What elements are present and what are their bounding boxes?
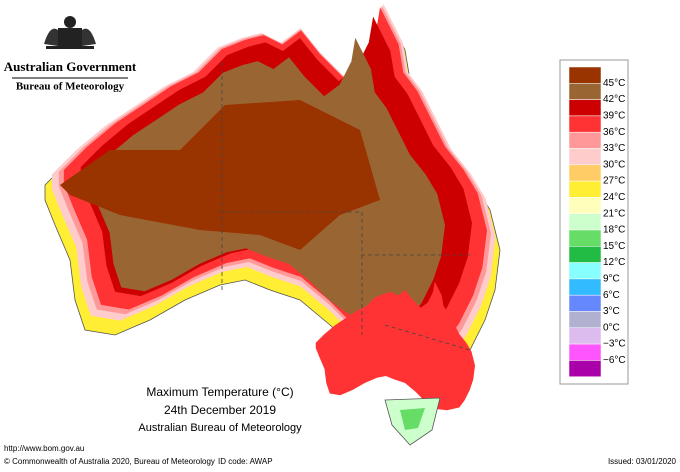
legend-label: 45°C — [603, 78, 625, 89]
legend-swatch — [568, 66, 602, 84]
caption-date: 24th December 2019 — [164, 403, 276, 417]
legend-swatch — [568, 246, 602, 263]
legend-swatch — [568, 197, 602, 214]
footer-copyright: © Commonwealth of Australia 2020, Bureau… — [4, 457, 215, 466]
legend-label: 9°C — [603, 274, 620, 285]
legend-swatch — [568, 294, 602, 312]
legend-label: 27°C — [603, 176, 625, 187]
legend-label: 39°C — [603, 111, 625, 122]
legend-swatch — [568, 311, 602, 329]
legend-label: 18°C — [603, 225, 625, 236]
legend-label: 42°C — [603, 94, 625, 105]
legend-swatch — [568, 343, 602, 361]
legend-swatch — [568, 99, 602, 117]
crest — [44, 16, 96, 49]
footer-url: http://www.bom.gov.au — [4, 444, 84, 453]
legend-label: 36°C — [603, 127, 625, 138]
legend-label: 30°C — [603, 159, 625, 170]
australia-map — [44, 3, 501, 446]
footer-issued: Issued: 03/01/2020 — [608, 457, 677, 466]
legend-label: 12°C — [603, 257, 625, 268]
legend-swatch — [568, 229, 602, 247]
legend-label: 21°C — [603, 208, 625, 219]
legend-swatch — [568, 115, 602, 133]
legend-label: 24°C — [603, 192, 625, 203]
legend-label: −6°C — [603, 355, 626, 366]
legend-swatch — [568, 83, 602, 100]
legend-label: 3°C — [603, 306, 620, 317]
caption-title: Maximum Temperature (°C) — [146, 385, 293, 399]
legend-swatch — [568, 278, 602, 296]
legend-swatch — [568, 360, 602, 377]
legend-label: 33°C — [603, 143, 625, 154]
legend-swatch — [568, 148, 602, 166]
legend-swatch — [568, 164, 602, 182]
legend-swatch — [568, 213, 602, 231]
legend-label: 15°C — [603, 241, 625, 252]
legend-label: −3°C — [603, 339, 626, 350]
legend-label: 0°C — [603, 322, 620, 333]
legend-swatch — [568, 180, 602, 198]
legend-swatch — [568, 262, 602, 280]
footer-id: ID code: AWAP — [218, 457, 273, 466]
caption-source: Australian Bureau of Meteorology — [138, 422, 302, 434]
legend-swatch — [568, 131, 602, 149]
legend: 45°C 42°C 39°C 36°C 33°C 30°C 27°C 24°C 21°C 18°C… — [568, 66, 626, 377]
legend-label: 6°C — [603, 290, 620, 301]
agency: Bureau of Meteorology — [16, 81, 125, 93]
government: Australian Government — [4, 59, 137, 74]
legend-swatch — [568, 327, 602, 345]
